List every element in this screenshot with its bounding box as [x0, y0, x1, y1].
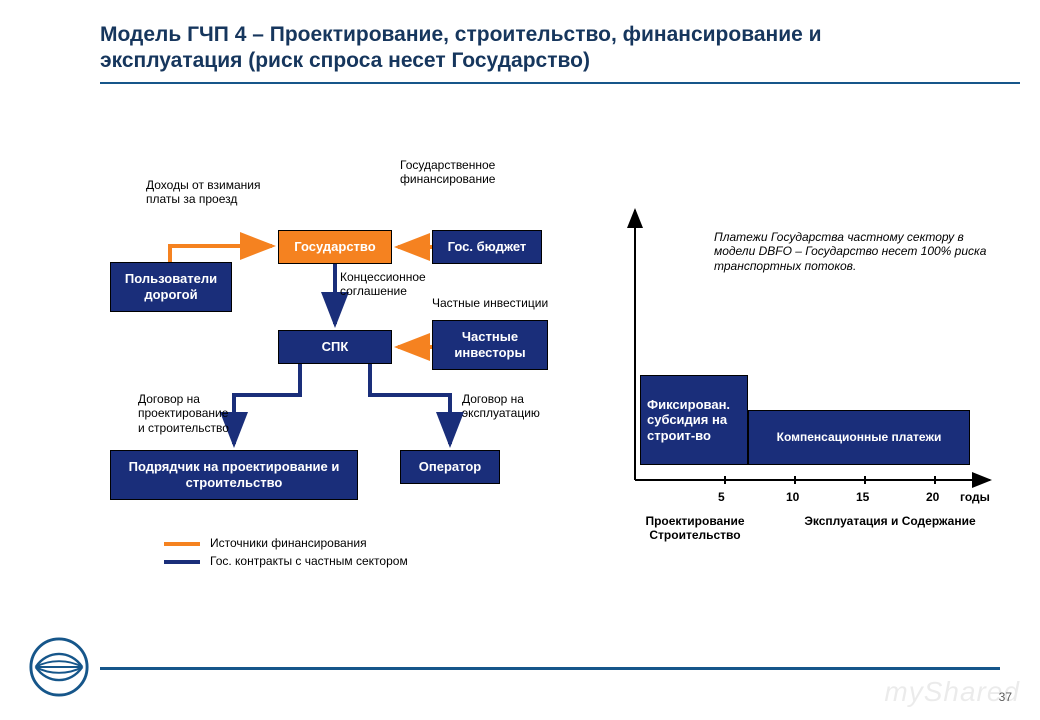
phase-dc: Проектирование Строительство: [630, 514, 760, 543]
box-investors: Частные инвесторы: [432, 320, 548, 370]
legend-swatch-orange: [164, 542, 200, 546]
tick-15: 15: [856, 490, 869, 504]
box-compensation-payments: Компенсационные платежи: [748, 410, 970, 465]
label-years: годы: [960, 490, 990, 504]
phase-om: Эксплуатация и Содержание: [780, 514, 1000, 528]
box-dc-contractor: Подрядчик на проектирование и строительс…: [110, 450, 358, 500]
box-government: Государство: [278, 230, 392, 264]
box-operator: Оператор: [400, 450, 500, 484]
legend-swatch-navy: [164, 560, 200, 564]
box-spv: СПК: [278, 330, 392, 364]
slide-title: Модель ГЧП 4 – Проектирование, строитель…: [100, 22, 920, 75]
label-toll-revenue: Доходы от взимания платы за проезд: [146, 178, 260, 207]
label-concession: Концессионное соглашение: [340, 270, 426, 299]
label-gov-financing: Государственное финансирование: [400, 158, 495, 187]
label-dc-contract: Договор на проектирование и строительств…: [138, 392, 229, 435]
legend-label-navy: Гос. контракты с частным сектором: [210, 554, 408, 568]
page-number: 37: [999, 690, 1012, 704]
box-users: Пользователи дорогой: [110, 262, 232, 312]
tick-5: 5: [718, 490, 725, 504]
box-subsidy: Фиксирован. субсидия на строит-во: [640, 375, 748, 465]
tick-20: 20: [926, 490, 939, 504]
label-op-contract: Договор на эксплуатацию: [462, 392, 540, 421]
legend-label-orange: Источники финансирования: [210, 536, 367, 550]
logo-icon: [28, 636, 90, 698]
box-budget: Гос. бюджет: [432, 230, 542, 264]
label-right-note: Платежи Государства частному сектору в м…: [714, 230, 994, 273]
tick-10: 10: [786, 490, 799, 504]
title-underline: [100, 82, 1020, 84]
label-private-investment: Частные инвестиции: [432, 296, 548, 310]
footer-rule: [100, 667, 1000, 670]
